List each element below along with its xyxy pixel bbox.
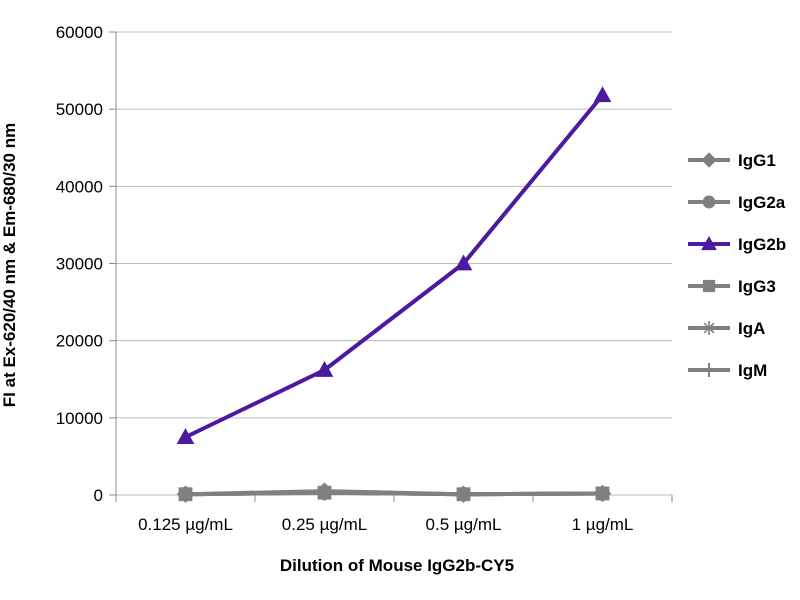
- legend-item-igm: IgM: [688, 361, 767, 380]
- legend-marker: [701, 235, 717, 251]
- legend-item-igg3: IgG3: [688, 277, 776, 296]
- legend-item-igg2a: IgG2a: [688, 193, 786, 212]
- series-layer: [176, 86, 612, 503]
- legend-marker: [702, 321, 716, 335]
- axis-layer: 0 10000 20000 30000 40000 50000 60000 0.125 µg/…: [56, 23, 673, 534]
- legend-label: IgG1: [738, 151, 776, 170]
- data-point-igm: [455, 486, 472, 503]
- series-igm: [177, 484, 611, 503]
- legend: IgG1 IgG2a IgG2b IgG3 IgA IgM: [688, 151, 786, 380]
- series-line-igm: [185, 490, 603, 497]
- y-tick-label: 10000: [56, 409, 103, 428]
- legend-marker: [702, 279, 716, 293]
- legend-label: IgG3: [738, 277, 776, 296]
- y-tick-label: 40000: [56, 177, 103, 196]
- legend-marker: [701, 152, 717, 168]
- data-point-igg2b: [176, 428, 195, 445]
- data-point-igg2b: [315, 360, 334, 377]
- y-tick-label: 60000: [56, 23, 103, 42]
- legend-item-iga: IgA: [688, 319, 765, 338]
- legend-label: IgA: [738, 319, 765, 338]
- legend-label: IgM: [738, 361, 767, 380]
- legend-label: IgG2b: [738, 235, 786, 254]
- y-tick-label: 0: [94, 486, 103, 505]
- data-point-igm: [316, 484, 333, 501]
- legend-marker: [702, 195, 716, 209]
- x-tick-label: 1 µg/mL: [572, 515, 634, 534]
- grid-layer: [116, 31, 672, 496]
- data-point-igm: [177, 486, 194, 503]
- y-axis-title: FI at Ex-620/40 nm & Em-680/30 nm: [0, 123, 19, 407]
- data-point-igm: [594, 485, 611, 502]
- legend-marker: [702, 363, 716, 377]
- y-tick-label: 20000: [56, 332, 103, 351]
- y-tick-label: 30000: [56, 255, 103, 274]
- y-tick-label: 50000: [56, 100, 103, 119]
- x-tick-label: 0.125 µg/mL: [138, 515, 233, 534]
- label-layer: Dilution of Mouse IgG2b-CY5 FI at Ex-620…: [0, 123, 514, 575]
- data-point-igg2b: [593, 86, 612, 103]
- legend-label: IgG2a: [738, 193, 786, 212]
- legend-item-igg1: IgG1: [688, 151, 776, 170]
- series-line-igg2b: [184, 94, 605, 439]
- x-axis-title: Dilution of Mouse IgG2b-CY5: [280, 556, 514, 575]
- series-igg2b: [176, 86, 612, 445]
- x-tick-label: 0.5 µg/mL: [426, 515, 502, 534]
- legend-item-igg2b: IgG2b: [688, 235, 786, 254]
- data-point-igg2b: [454, 254, 473, 271]
- x-tick-label: 0.25 µg/mL: [282, 515, 367, 534]
